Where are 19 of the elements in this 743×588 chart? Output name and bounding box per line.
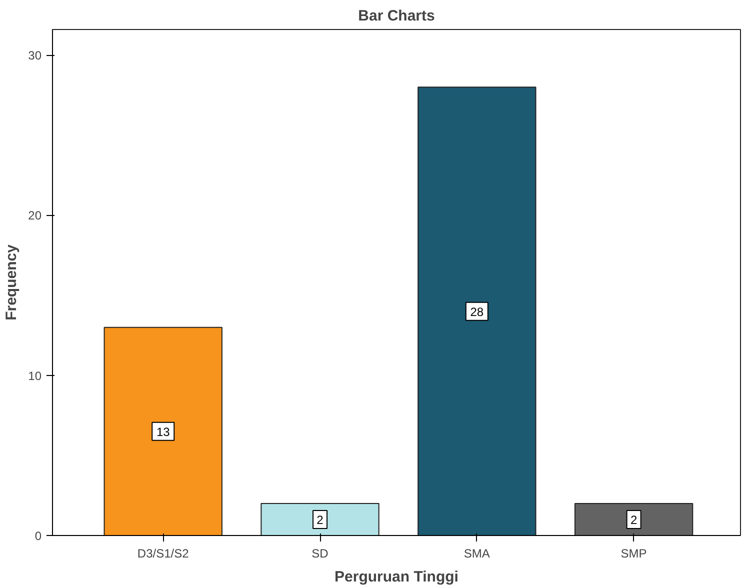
bar bbox=[104, 326, 222, 536]
y-tick-label: 20 bbox=[28, 208, 42, 223]
x-tick-label: D3/S1/S2 bbox=[137, 546, 190, 560]
x-axis-title: Perguruan Tinggi bbox=[334, 568, 458, 586]
y-tick-label: 10 bbox=[28, 368, 42, 383]
y-axis-title: Frequency bbox=[3, 244, 20, 320]
data-label: 13 bbox=[156, 424, 170, 439]
y-tick-label: 30 bbox=[28, 48, 42, 63]
data-label: 2 bbox=[630, 512, 638, 527]
x-tick-label: SMP bbox=[620, 546, 647, 560]
bar bbox=[260, 502, 380, 536]
x-tick-label: SD bbox=[312, 546, 329, 560]
data-label: 28 bbox=[470, 304, 484, 319]
bar bbox=[574, 502, 694, 536]
y-tick-label: 0 bbox=[34, 529, 42, 543]
data-label: 2 bbox=[316, 512, 324, 527]
chart-title: Bar Charts bbox=[358, 8, 435, 24]
x-tick-label: SMA bbox=[464, 546, 490, 560]
bar bbox=[418, 86, 536, 536]
